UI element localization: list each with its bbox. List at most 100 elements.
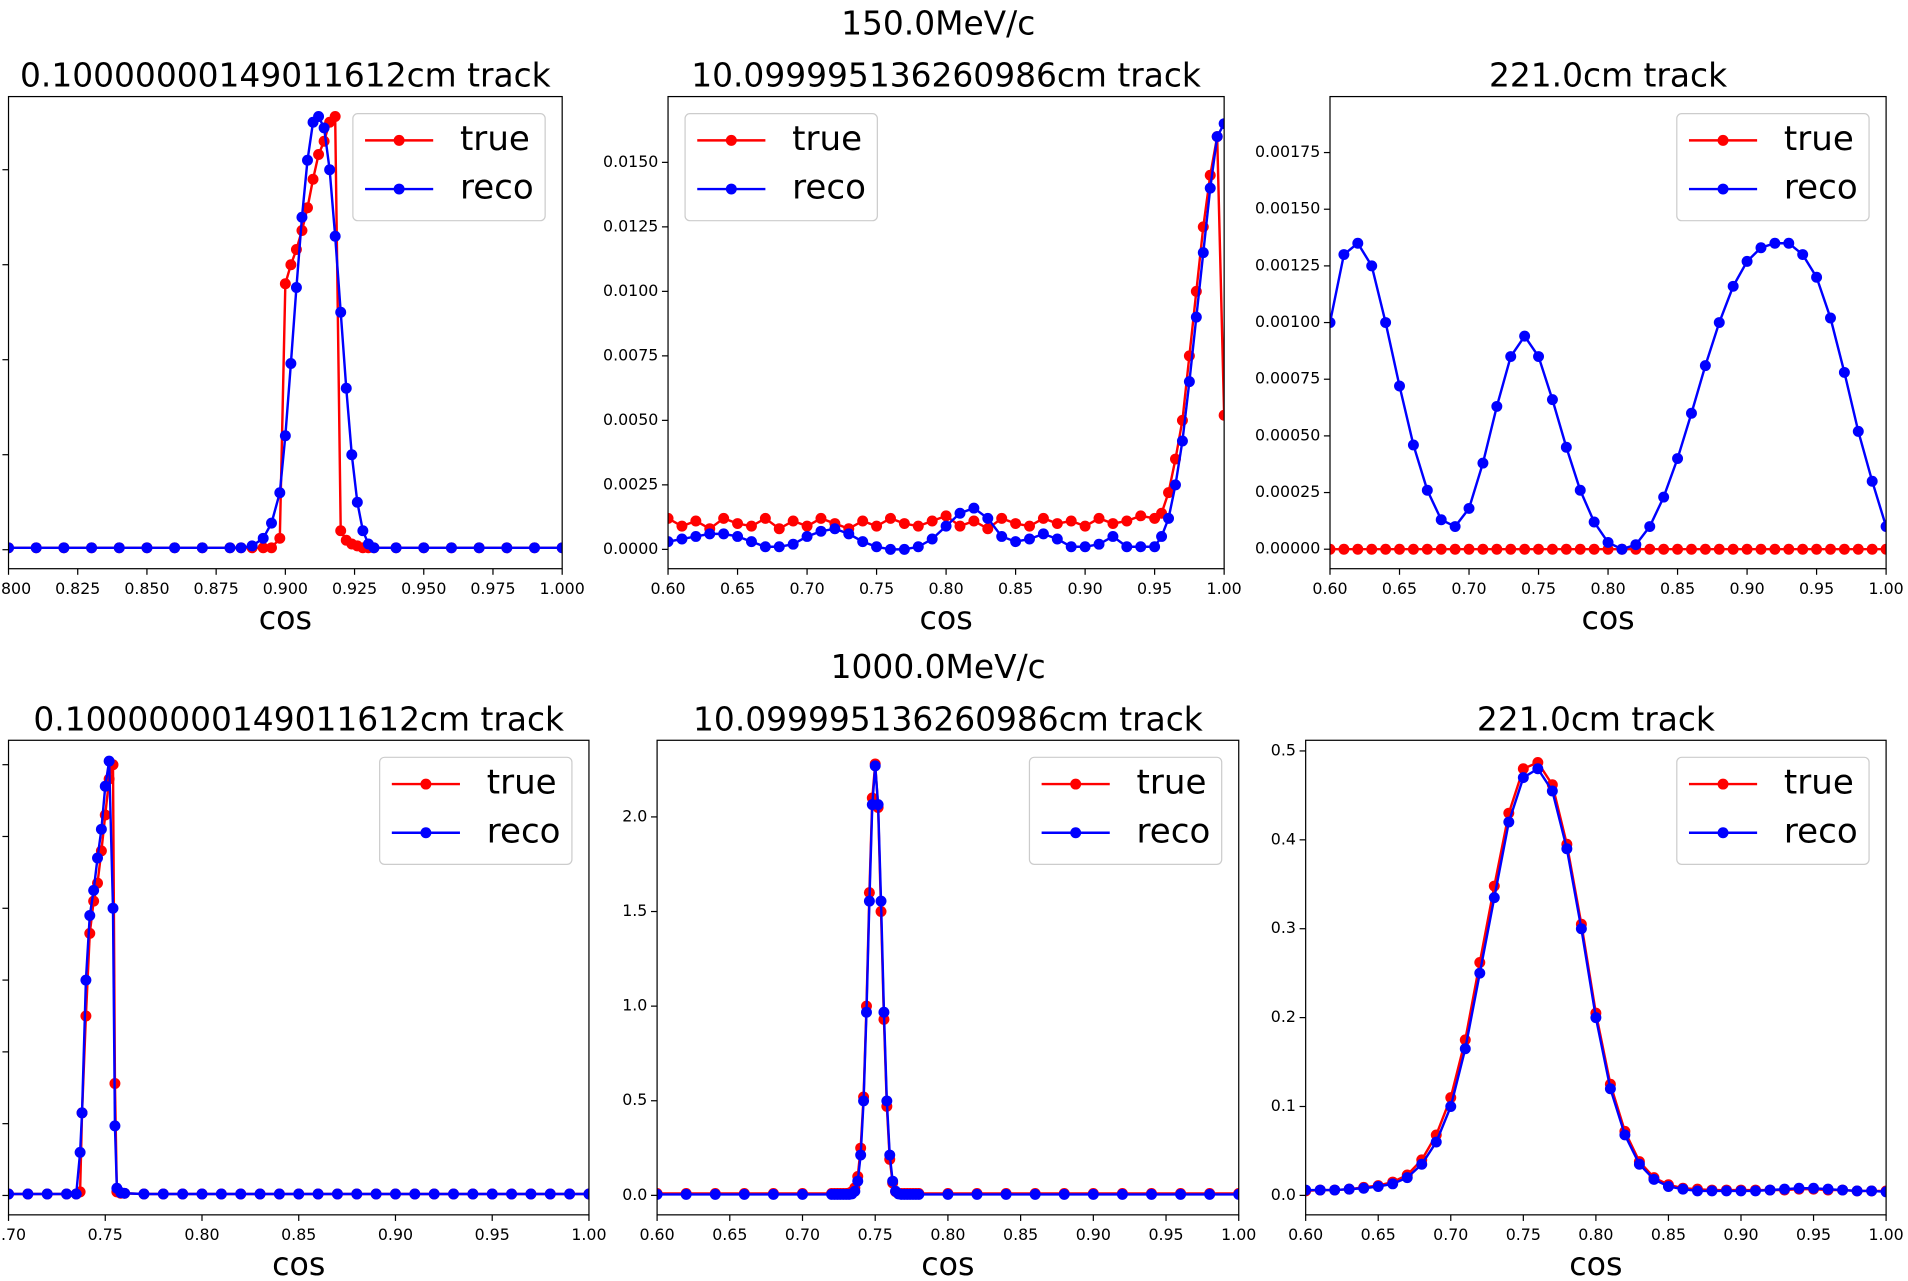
data-point <box>340 382 352 394</box>
data-point <box>912 541 924 553</box>
data-point <box>912 520 924 532</box>
legend: true reco <box>1028 756 1223 866</box>
x-tick-label: 0.75 <box>88 1225 123 1244</box>
x-tick-label: 1.000 <box>540 579 585 598</box>
data-point <box>1546 785 1558 797</box>
data-point <box>1706 1185 1718 1197</box>
data-point <box>1366 543 1378 555</box>
x-axis-label: cos <box>919 601 972 637</box>
data-point <box>351 496 363 508</box>
legend-marker <box>420 827 432 839</box>
x-tick-label: 0.65 <box>1361 1225 1396 1244</box>
data-point <box>857 515 869 527</box>
data-point <box>1121 541 1133 553</box>
data-point <box>445 542 457 554</box>
data-point <box>829 523 841 535</box>
data-point <box>1058 1188 1070 1200</box>
data-point <box>1517 772 1529 784</box>
data-point <box>1445 1101 1457 1112</box>
data-point <box>871 541 883 553</box>
data-point <box>1588 516 1600 528</box>
data-point <box>273 1188 285 1200</box>
data-point <box>274 532 286 544</box>
data-point <box>732 530 744 542</box>
data-point <box>1764 1184 1776 1196</box>
y-tick-label: 0.0050 <box>603 410 658 429</box>
data-point <box>390 542 402 554</box>
data-point <box>1677 1183 1689 1195</box>
data-point <box>861 1006 872 1018</box>
row-title: 150.0MeV/c <box>841 4 1035 42</box>
data-point <box>544 1188 556 1200</box>
x-axis-label: cos <box>1581 601 1634 637</box>
legend-marker <box>1070 778 1082 790</box>
data-point <box>1314 1184 1326 1196</box>
data-point <box>926 533 938 545</box>
x-tick-label: 0.70 <box>785 1225 820 1244</box>
x-tick-label: 1.00 <box>1869 579 1904 598</box>
data-point <box>1644 521 1656 533</box>
data-point <box>290 282 302 293</box>
subplot: 10.099995136260986cm track cos 0.60 0.65 0.7… <box>603 57 1242 637</box>
x-tick-label: 0.95 <box>1799 579 1834 598</box>
data-point <box>668 536 674 548</box>
data-point <box>1838 543 1850 555</box>
axes-frame <box>1305 739 1887 1216</box>
data-point <box>196 1188 208 1200</box>
data-point <box>313 149 325 160</box>
data-point <box>1699 543 1711 555</box>
data-point <box>954 507 966 519</box>
legend-label: true <box>792 119 862 159</box>
y-tick-label: 0.5 <box>622 1090 647 1109</box>
data-point <box>313 111 325 122</box>
data-point <box>1630 539 1642 551</box>
data-point <box>1644 543 1656 555</box>
data-point <box>1343 1183 1355 1195</box>
data-point <box>1146 1188 1157 1200</box>
subplot: 221.0cm track cos 0.60 0.65 0.70 0.75 0.80 0.85… <box>1255 57 1904 637</box>
x-tick-label: 0.75 <box>858 1225 893 1244</box>
data-point <box>668 512 674 524</box>
legend-marker <box>1070 827 1082 839</box>
plot-area <box>1330 237 1887 555</box>
legend-label: reco <box>792 168 866 208</box>
data-point <box>1183 376 1195 388</box>
x-tick-label: 0.950 <box>401 579 446 598</box>
data-point <box>1352 543 1364 555</box>
data-point <box>1065 541 1077 553</box>
data-point <box>1051 533 1063 545</box>
data-point <box>1783 237 1795 249</box>
data-point <box>1560 441 1572 453</box>
plot-area <box>657 758 1239 1200</box>
data-point <box>1866 1185 1878 1197</box>
data-point <box>86 542 98 554</box>
data-point <box>1519 543 1531 555</box>
x-tick-label: 0.95 <box>1137 579 1172 598</box>
data-point <box>1435 543 1447 555</box>
data-point <box>285 259 297 271</box>
data-point <box>196 542 208 554</box>
data-point <box>1366 260 1378 272</box>
data-point <box>1463 502 1475 514</box>
legend-marker <box>725 134 737 146</box>
x-tick-label: 0.95 <box>1796 1225 1831 1244</box>
y-tick-label: 0.0100 <box>603 281 658 300</box>
data-point <box>852 1175 864 1187</box>
subplot: 221.0cm track cos 0.60 0.65 0.70 0.75 0.80 0.85… <box>1271 700 1904 1281</box>
data-point <box>801 520 813 532</box>
x-tick-label: 0.65 <box>712 1225 747 1244</box>
data-point <box>855 1149 867 1161</box>
data-point <box>773 541 785 553</box>
data-point <box>224 542 236 554</box>
data-point <box>1491 543 1503 555</box>
x-tick-label: 0.80 <box>1578 1225 1613 1244</box>
x-tick-label: 1.00 <box>1869 1225 1904 1244</box>
x-tick-label: 0.975 <box>470 579 515 598</box>
series-line <box>668 123 1225 551</box>
axes-frame <box>667 95 1225 570</box>
legend-label: reco <box>487 811 561 851</box>
data-point <box>1852 425 1864 437</box>
data-point <box>312 1188 324 1200</box>
data-point <box>1416 1158 1428 1170</box>
